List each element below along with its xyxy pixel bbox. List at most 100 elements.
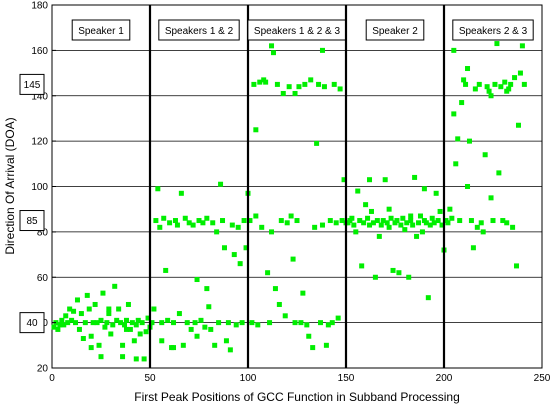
data-point [357,218,363,224]
data-point [390,267,396,273]
data-point [276,301,282,307]
data-point [96,342,102,348]
data-point [171,345,177,351]
data-point [206,304,212,310]
data-point [376,233,382,239]
data-point [253,127,259,133]
data-point [259,224,265,230]
data-point [451,47,457,53]
data-point [337,86,343,92]
data-point [182,215,188,221]
data-point [459,100,465,106]
data-point [243,245,249,251]
data-point [449,215,455,221]
data-point [247,218,253,224]
region-separators: Speaker 1 Speakers 1 & 2 Speakers 1 & 2 & … [71,5,534,368]
data-point [51,324,57,330]
data-point [178,190,184,196]
data-point [455,136,461,142]
data-point [127,326,133,332]
data-point [504,220,510,226]
data-point [380,218,386,224]
data-point [282,313,288,319]
y-tick-label: 80 [37,227,49,238]
y-tick-label: 120 [31,137,48,148]
data-point [384,220,390,226]
boxed-y-labels: 145 85 40 [19,73,45,334]
data-point [435,218,441,224]
region-label-box [71,19,131,41]
x-tick-label: 0 [49,373,55,384]
data-point [239,320,245,326]
data-point [363,202,369,208]
data-point [210,220,216,226]
data-point [463,81,469,87]
data-point [504,88,510,94]
data-point [123,326,129,332]
data-point [78,311,84,317]
data-point [406,274,412,280]
data-point [365,215,371,221]
region-label: Speaker 1 [78,26,124,37]
data-point [80,336,86,342]
y-tick-label: 100 [31,182,48,193]
data-point [278,218,284,224]
data-point [94,320,100,326]
data-point [253,213,259,219]
y-tick-label: 160 [31,46,48,57]
data-point [88,345,94,351]
data-point [98,317,104,323]
data-point [249,320,255,326]
data-point [498,84,504,90]
data-point [116,306,122,312]
data-point [437,208,443,214]
data-point [231,252,237,258]
x-tick-label: 150 [338,373,355,384]
data-point [67,306,73,312]
data-point [292,320,298,326]
data-point [221,245,227,251]
data-point [333,220,339,226]
data-point [408,213,414,219]
data-point [472,86,478,92]
data-point [76,326,82,332]
data-point [294,218,300,224]
data-point [327,218,333,224]
data-point [233,322,239,328]
x-tick-label: 250 [534,373,551,384]
data-point [321,84,327,90]
data-point [163,267,169,273]
data-point [223,338,229,344]
data-point [465,66,471,72]
data-point [57,322,63,328]
data-point [476,81,482,87]
data-point [425,295,431,301]
data-point [433,190,439,196]
data-point [284,220,290,226]
data-point [106,306,112,312]
data-point [82,320,88,326]
data-point [155,186,161,192]
data-point [137,331,143,337]
data-point [65,320,71,326]
data-point [372,274,378,280]
data-point [465,184,471,189]
data-point [419,229,425,235]
data-point [470,245,476,251]
data-point [502,79,508,85]
data-point [125,301,131,307]
data-point [515,122,521,128]
data-point [296,84,302,90]
data-point [488,195,494,201]
data-point [335,315,341,321]
data-point [359,263,365,269]
data-point [353,229,359,235]
data-point [496,170,502,176]
data-point [300,290,306,296]
data-point [290,256,296,262]
boxed-label-frame [19,312,45,334]
data-point [457,218,463,224]
y-axis-title: Direction Of Arrival (DOA) [3,117,17,254]
data-point [429,215,435,221]
